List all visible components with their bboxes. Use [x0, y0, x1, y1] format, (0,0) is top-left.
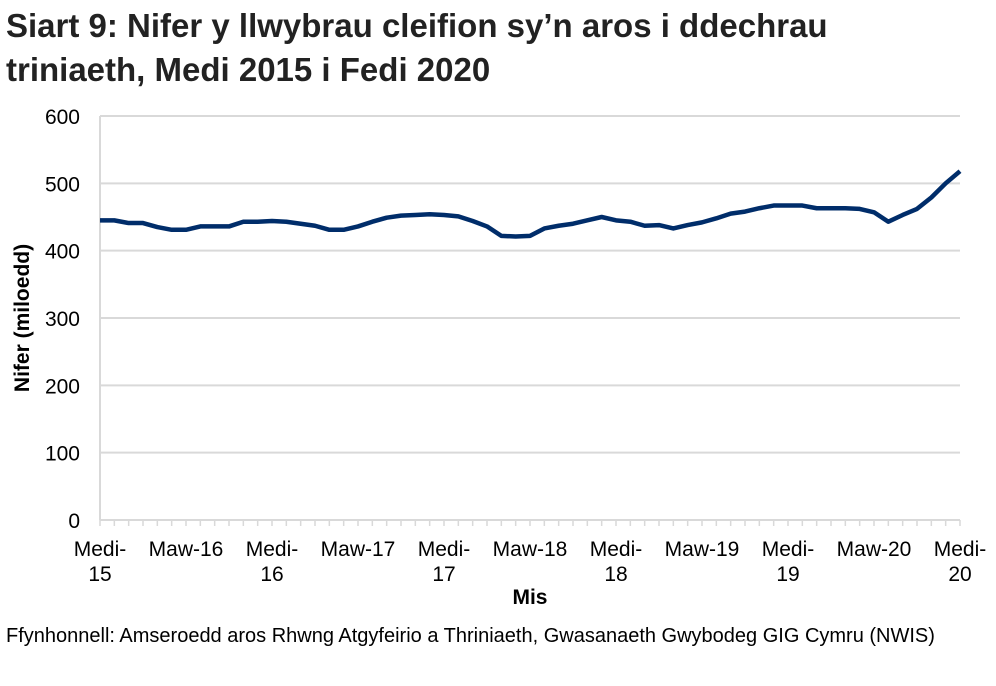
y-tick-label: 300	[45, 308, 80, 331]
y-tick-label: 500	[45, 173, 80, 196]
y-tick-label: 600	[45, 106, 80, 129]
y-tick-label: 100	[45, 443, 80, 466]
x-tick-label: Medi-16	[246, 538, 299, 586]
y-tick-label: 200	[45, 375, 80, 398]
source-note: Ffynhonnell: Amseroedd aros Rhwng Atgyfe…	[6, 625, 935, 647]
x-tick-label: Maw-16	[149, 538, 224, 561]
x-tick-label: Maw-17	[321, 538, 396, 561]
y-tick-label: 400	[45, 241, 80, 264]
chart-title: Siart 9: Nifer y llwybrau cleifion sy’n …	[6, 7, 828, 88]
x-tick-label: Maw-19	[665, 538, 740, 561]
x-tick-label: Medi-20	[934, 538, 987, 586]
x-tick-label: Maw-20	[837, 538, 912, 561]
y-axis-label: Nifer (miloedd)	[11, 244, 34, 392]
x-tick-label: Medi-15	[74, 538, 127, 586]
x-tick-label: Maw-18	[493, 538, 568, 561]
x-axis-label: Mis	[512, 586, 547, 609]
data-series-line	[100, 169, 962, 239]
x-tick-label: Medi-17	[418, 538, 471, 586]
x-tick-label: Medi-18	[590, 538, 643, 586]
x-tick-label: Medi-19	[762, 538, 815, 586]
y-tick-label: 0	[68, 510, 80, 533]
